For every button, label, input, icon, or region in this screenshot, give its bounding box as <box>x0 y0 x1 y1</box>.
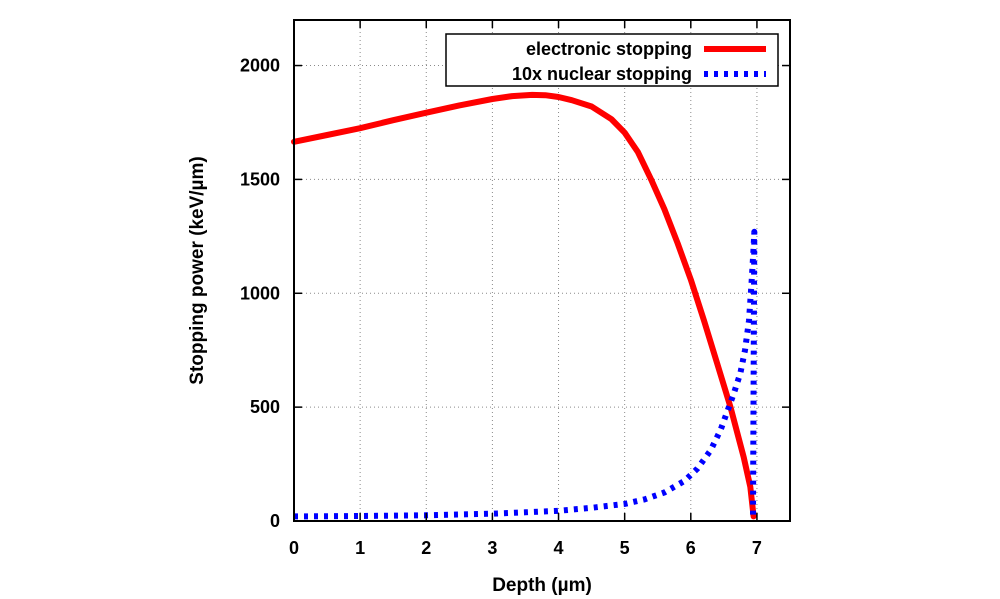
legend: electronic stopping 10x nuclear stopping <box>445 33 779 87</box>
y-tick-label: 1500 <box>240 169 280 189</box>
x-tick-label: 2 <box>421 538 431 558</box>
x-axis-label: Depth (µm) <box>492 575 592 596</box>
legend-label-electronic-stopping: electronic stopping <box>526 39 692 59</box>
x-tick-label: 1 <box>355 538 365 558</box>
series-line-0 <box>291 91 757 520</box>
legend-box <box>445 33 779 87</box>
y-axis-label: Stopping power (keV/µm) <box>187 156 208 384</box>
series-line-1 <box>293 228 758 520</box>
x-tick-label: 5 <box>620 538 630 558</box>
y-tick-label: 0 <box>270 511 280 531</box>
plot-frame <box>293 19 791 522</box>
x-tick-label: 6 <box>686 538 696 558</box>
series-layer <box>291 91 758 520</box>
y-tick-label: 2000 <box>240 56 280 76</box>
y-tick-label: 1000 <box>240 283 280 303</box>
x-tick-label: 0 <box>289 538 299 558</box>
x-tick-label: 4 <box>554 538 564 558</box>
legend-label-nuclear-stopping: 10x nuclear stopping <box>512 64 692 84</box>
x-tick-label: 7 <box>752 538 762 558</box>
y-tick-label: 500 <box>250 397 280 417</box>
x-tick-label: 3 <box>487 538 497 558</box>
axis-ticks: 0 1 2 3 4 5 6 7 0 500 1000 1500 2000 <box>240 20 790 558</box>
